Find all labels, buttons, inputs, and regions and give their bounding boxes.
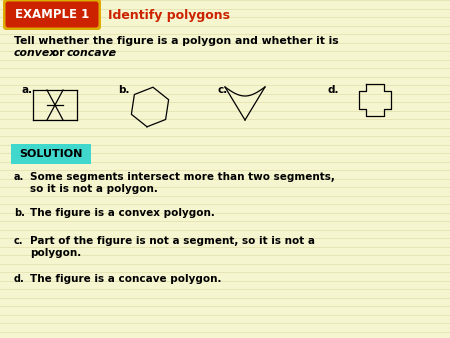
Text: concave: concave	[67, 48, 117, 58]
Text: or: or	[48, 48, 68, 58]
Text: so it is not a polygon.: so it is not a polygon.	[30, 184, 158, 194]
Text: polygon.: polygon.	[30, 248, 81, 258]
Text: Tell whether the figure is a polygon and whether it is: Tell whether the figure is a polygon and…	[14, 36, 338, 46]
Text: Some segments intersect more than two segments,: Some segments intersect more than two se…	[30, 172, 335, 182]
Text: a.: a.	[22, 85, 33, 95]
Text: c.: c.	[14, 236, 23, 246]
Text: .: .	[108, 48, 112, 58]
Text: a.: a.	[14, 172, 24, 182]
FancyBboxPatch shape	[11, 144, 91, 164]
Text: SOLUTION: SOLUTION	[19, 149, 83, 159]
FancyBboxPatch shape	[5, 1, 99, 27]
Text: c.: c.	[218, 85, 228, 95]
Text: The figure is a concave polygon.: The figure is a concave polygon.	[30, 274, 221, 284]
Text: b.: b.	[118, 85, 130, 95]
Text: b.: b.	[14, 208, 25, 218]
Text: d.: d.	[328, 85, 339, 95]
Text: d.: d.	[14, 274, 25, 284]
FancyBboxPatch shape	[3, 0, 101, 30]
Text: Identify polygons: Identify polygons	[108, 8, 230, 22]
Text: Part of the figure is not a segment, so it is not a: Part of the figure is not a segment, so …	[30, 236, 315, 246]
Text: convex: convex	[14, 48, 57, 58]
Text: EXAMPLE 1: EXAMPLE 1	[15, 8, 89, 22]
Text: The figure is a convex polygon.: The figure is a convex polygon.	[30, 208, 215, 218]
